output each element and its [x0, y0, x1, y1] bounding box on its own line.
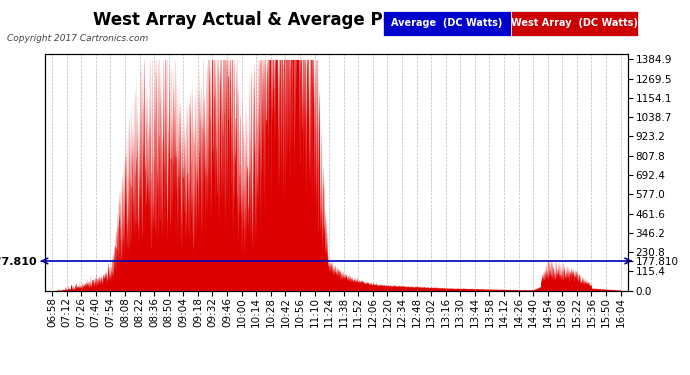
Text: West Array Actual & Average Power Tue Nov 28 16:15: West Array Actual & Average Power Tue No…	[93, 11, 597, 29]
Text: West Array  (DC Watts): West Array (DC Watts)	[511, 18, 638, 28]
Text: Copyright 2017 Cartronics.com: Copyright 2017 Cartronics.com	[7, 34, 148, 43]
Text: Average  (DC Watts): Average (DC Watts)	[391, 18, 502, 28]
